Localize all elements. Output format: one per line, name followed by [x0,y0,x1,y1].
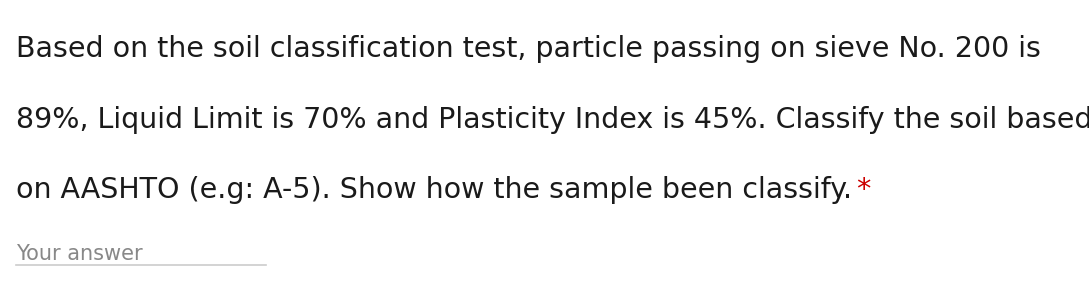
Text: Based on the soil classification test, particle passing on sieve No. 200 is: Based on the soil classification test, p… [16,35,1041,63]
Text: *: * [856,176,870,204]
Text: on AASHTO (e.g: A-5). Show how the sample been classify.: on AASHTO (e.g: A-5). Show how the sampl… [16,176,861,204]
Text: 89%, Liquid Limit is 70% and Plasticity Index is 45%. Classify the soil based: 89%, Liquid Limit is 70% and Plasticity … [16,106,1089,134]
Text: Your answer: Your answer [16,244,143,264]
